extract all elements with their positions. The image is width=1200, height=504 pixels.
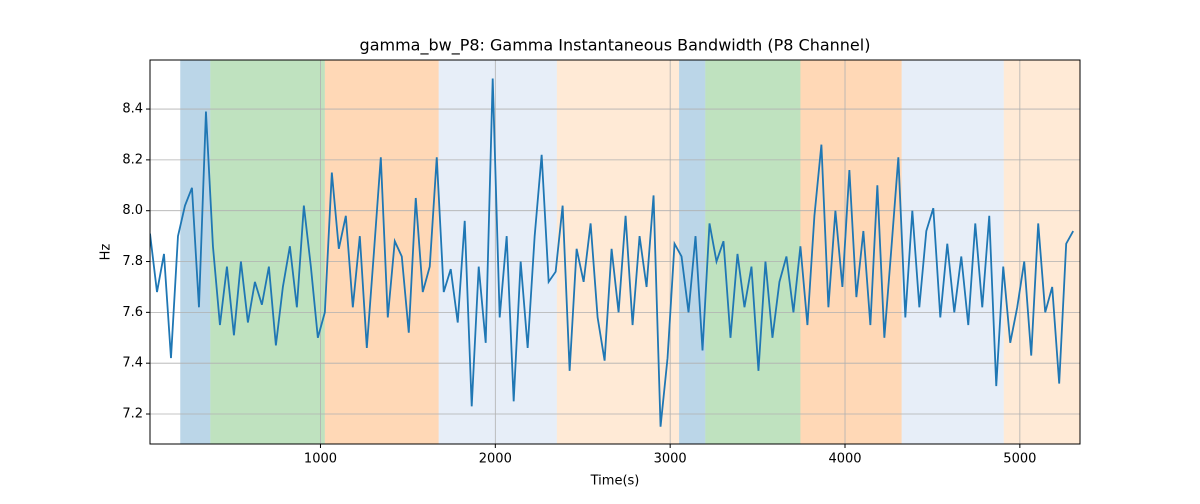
y-tick-label: 7.4 (122, 356, 143, 371)
region (679, 60, 706, 444)
y-tick-label: 7.8 (122, 254, 143, 269)
region (705, 60, 801, 444)
x-tick-label: 4000 (828, 452, 861, 467)
y-tick-label: 8.2 (122, 152, 143, 167)
x-tick-label: 2000 (479, 452, 512, 467)
region (901, 60, 1004, 444)
x-tick-label: 5000 (1003, 452, 1036, 467)
x-tick-label: 3000 (654, 452, 687, 467)
chart-title: gamma_bw_P8: Gamma Instantaneous Bandwid… (360, 36, 871, 56)
y-tick-label: 7.2 (122, 407, 143, 422)
region (800, 60, 902, 444)
region (1003, 60, 1080, 444)
y-tick-label: 8.4 (122, 102, 143, 117)
x-tick-label: 1000 (304, 452, 337, 467)
x-axis-label: Time(s) (590, 474, 640, 489)
region (556, 60, 680, 444)
region (210, 60, 325, 444)
plot-frame (149, 59, 1081, 445)
region (324, 60, 439, 444)
y-tick-label: 7.6 (122, 305, 143, 320)
y-tick-label: 8.0 (122, 203, 143, 218)
line-series (150, 78, 1074, 427)
y-axis-label: Hz (99, 244, 114, 261)
